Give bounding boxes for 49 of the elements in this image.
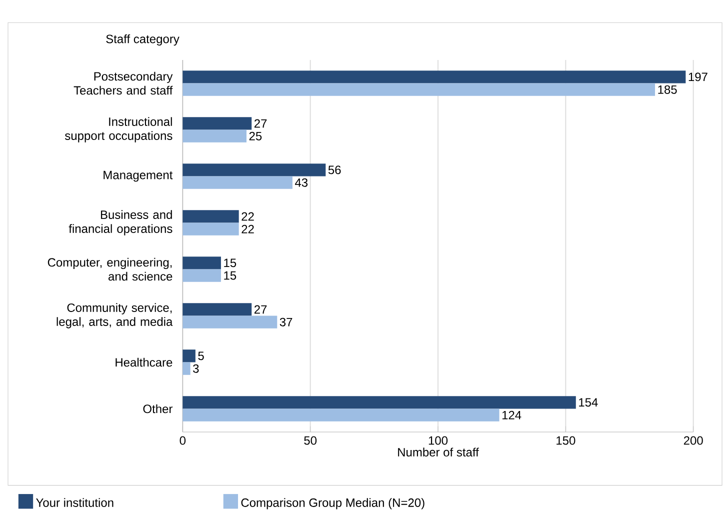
data-label: 56 (328, 166, 341, 174)
y-tick-label: Healthcare (116, 358, 172, 367)
data-label: 15 (224, 258, 236, 268)
y-tick-label: Postsecondary Teachers and staff (74, 72, 173, 95)
data-label: 154 (579, 398, 598, 407)
data-label: 185 (658, 85, 677, 94)
data-label: 37 (280, 318, 292, 326)
data-label: 15 (224, 271, 236, 280)
bar (182, 256, 221, 270)
x-axis-title: Number of staff (398, 448, 479, 456)
bar (182, 130, 247, 142)
bar (182, 176, 292, 189)
y-tick-label: Computer, engineering, and science (48, 258, 172, 281)
x-tick-label: 150 (556, 436, 576, 445)
bar (182, 83, 656, 96)
bar (182, 362, 190, 375)
y-tick-label: Business and financial operations (68, 210, 172, 236)
data-label: 27 (254, 119, 267, 128)
bar (182, 210, 239, 223)
data-label: 27 (254, 305, 267, 314)
y-tick-label: Management (104, 170, 173, 182)
bar (182, 408, 500, 422)
bar (182, 70, 686, 84)
x-tick-label: 200 (684, 436, 703, 445)
data-label: 43 (295, 178, 308, 187)
bar (182, 350, 196, 362)
data-label: 22 (242, 224, 254, 234)
data-label: 5 (198, 352, 204, 360)
bar (182, 164, 326, 176)
bar (182, 222, 239, 236)
x-tick-label: 50 (304, 436, 317, 445)
y-axis-title: Staff category (106, 34, 180, 46)
y-tick-label: Community service, legal, arts, and media (56, 303, 173, 328)
data-label: 197 (688, 72, 708, 82)
x-tick-label: 0 (180, 436, 186, 445)
bar (182, 303, 252, 316)
legend-label: Comparison Group Median (N=20) (241, 498, 424, 510)
bar (182, 269, 221, 282)
data-label: 22 (242, 212, 254, 221)
data-label: 124 (502, 410, 522, 420)
y-tick-label: Instructional support occupations (64, 117, 172, 142)
bar (182, 316, 278, 328)
bar (182, 117, 252, 130)
x-tick-label: 100 (428, 436, 448, 445)
data-label: 3 (193, 364, 199, 373)
data-label: 25 (249, 132, 262, 140)
legend-label: Your institution (36, 498, 114, 507)
bar (182, 396, 576, 409)
y-tick-label: Other (143, 404, 173, 414)
